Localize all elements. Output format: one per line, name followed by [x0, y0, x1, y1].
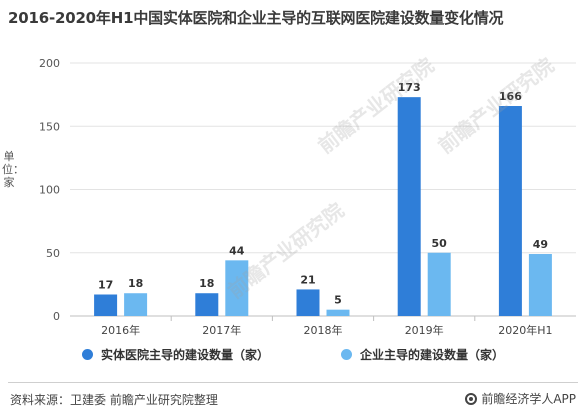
data-label: 49: [533, 238, 548, 251]
bar-series1: [397, 97, 421, 316]
data-label: 173: [398, 81, 421, 94]
data-label: 18: [128, 277, 143, 290]
y-tick-label: 150: [39, 120, 60, 133]
x-tick-label: 2020年H1: [498, 323, 552, 337]
legend: 实体医院主导的建设数量（家） 企业主导的建设数量（家）: [0, 346, 586, 363]
y-tick-label: 200: [39, 57, 60, 70]
bar-series1: [498, 106, 522, 316]
bar-series2: [225, 260, 249, 316]
legend-item-series1: 实体医院主导的建设数量（家）: [81, 346, 269, 363]
brand: 前瞻经济学人APP: [465, 390, 576, 407]
bar-series2: [124, 293, 148, 316]
legend-label: 实体医院主导的建设数量（家）: [100, 348, 269, 362]
x-tick-label: 2017年: [202, 323, 241, 337]
bar-series2: [427, 252, 451, 316]
x-tick-label: 2018年: [304, 323, 343, 337]
brand-logo-icon: [465, 392, 478, 405]
footer-divider: [8, 382, 578, 383]
legend-item-series2: 企业主导的建设数量（家）: [341, 346, 504, 363]
y-tick-label: 50: [46, 247, 60, 260]
data-label: 21: [300, 273, 315, 286]
bar-chart: 0 50 100 150 200 2016年 17 18 2017年 18 44 2018年 21 5 20…: [39, 57, 576, 337]
data-label: 18: [199, 277, 214, 290]
y-tick-label: 0: [53, 310, 60, 323]
x-tick-label: 2016年: [101, 323, 140, 337]
x-tick-label: 2019年: [405, 323, 444, 337]
y-tick-label: 100: [39, 184, 60, 197]
bar-series2: [326, 309, 350, 316]
bar-series1: [195, 293, 219, 316]
legend-marker-icon: [81, 349, 93, 360]
brand-name: 前瞻经济学人APP: [481, 392, 576, 406]
chart-title: 2016-2020年H1中国实体医院和企业主导的互联网医院建设数量变化情况: [8, 9, 504, 27]
legend-label: 企业主导的建设数量（家）: [360, 348, 505, 362]
data-label: 5: [334, 294, 342, 307]
data-label: 50: [432, 237, 448, 250]
bar-series2: [528, 254, 552, 316]
source-note: 资料来源：卫建委 前瞻产业研究院整理: [10, 393, 218, 407]
data-label: 44: [229, 244, 245, 257]
data-label: 166: [499, 90, 522, 103]
bar-series1: [94, 294, 118, 316]
data-label: 17: [98, 278, 113, 291]
bar-series1: [296, 289, 320, 316]
y-axis-label: 单位：家: [2, 150, 24, 189]
legend-marker-icon: [341, 349, 352, 360]
